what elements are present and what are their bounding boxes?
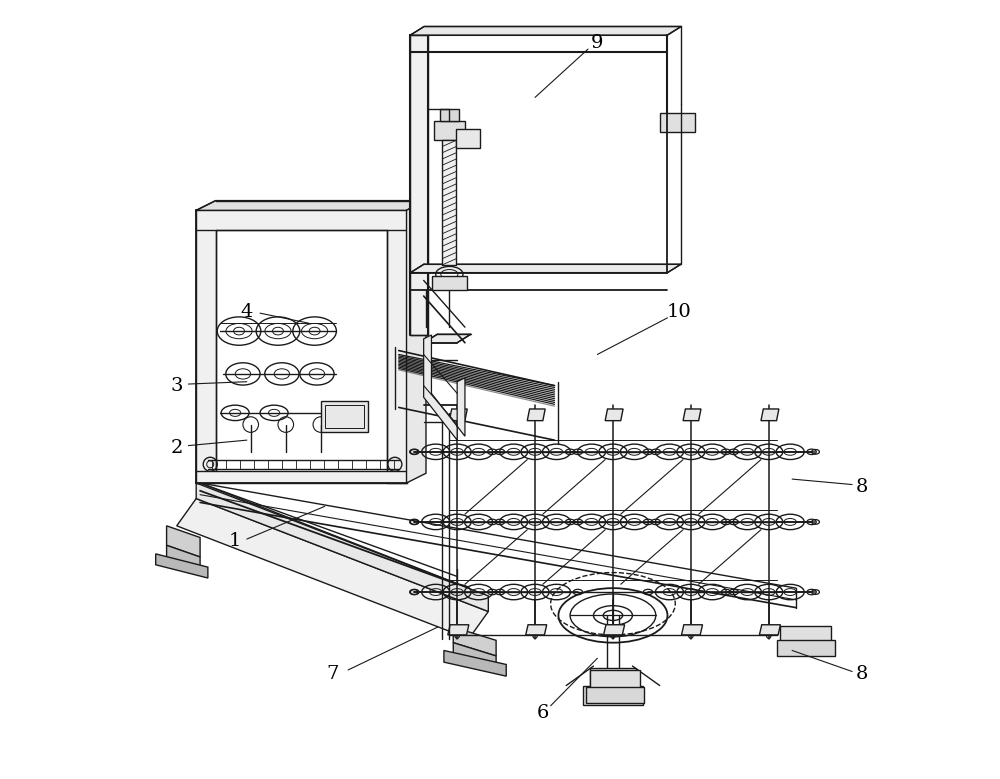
Polygon shape	[196, 210, 216, 483]
Polygon shape	[527, 409, 545, 421]
Bar	[780, 626, 831, 643]
Polygon shape	[683, 409, 701, 421]
Polygon shape	[604, 625, 625, 635]
Polygon shape	[761, 409, 779, 421]
Polygon shape	[682, 625, 703, 635]
Polygon shape	[177, 499, 488, 639]
Polygon shape	[453, 627, 496, 656]
Polygon shape	[387, 210, 407, 483]
Bar	[583, 686, 643, 705]
Polygon shape	[167, 545, 200, 569]
Text: 6: 6	[537, 703, 549, 722]
Polygon shape	[444, 650, 506, 676]
Polygon shape	[453, 643, 496, 668]
Polygon shape	[410, 264, 681, 273]
Bar	[432, 276, 467, 290]
Bar	[586, 687, 644, 703]
Polygon shape	[167, 526, 200, 557]
Polygon shape	[407, 201, 426, 483]
Polygon shape	[424, 335, 465, 440]
Bar	[325, 405, 364, 428]
Polygon shape	[196, 210, 407, 230]
Bar	[660, 113, 695, 132]
Text: 9: 9	[591, 33, 604, 52]
Polygon shape	[424, 334, 471, 343]
Text: 2: 2	[171, 439, 183, 457]
Polygon shape	[449, 409, 467, 421]
Polygon shape	[526, 625, 547, 635]
Text: 8: 8	[856, 664, 868, 683]
Text: 8: 8	[856, 478, 868, 496]
Polygon shape	[759, 625, 780, 635]
Polygon shape	[156, 554, 208, 578]
Bar	[590, 668, 636, 686]
Text: 10: 10	[667, 302, 692, 321]
Text: 3: 3	[170, 376, 183, 395]
Bar	[321, 401, 368, 432]
Text: 1: 1	[229, 532, 241, 551]
Text: 4: 4	[241, 302, 253, 321]
Bar	[440, 109, 459, 121]
Polygon shape	[410, 26, 681, 35]
Polygon shape	[196, 201, 426, 210]
Bar	[434, 121, 465, 140]
Polygon shape	[448, 625, 469, 635]
Bar	[777, 640, 835, 656]
Polygon shape	[196, 471, 407, 483]
Bar	[590, 670, 640, 689]
Bar	[456, 129, 480, 148]
Polygon shape	[605, 409, 623, 421]
Bar	[442, 140, 456, 265]
Polygon shape	[196, 483, 488, 612]
Polygon shape	[410, 35, 428, 335]
Text: 7: 7	[326, 664, 339, 683]
